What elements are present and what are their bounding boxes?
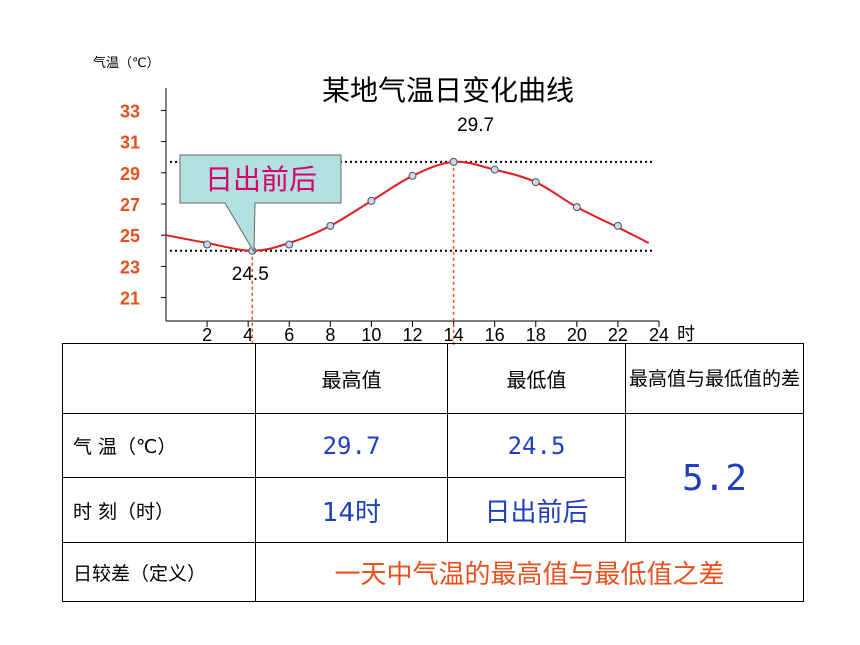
y-tick-label: 25 xyxy=(120,226,140,246)
max-value-label: 29.7 xyxy=(457,115,494,136)
y-tick-label: 31 xyxy=(120,133,140,153)
table-row-time: 时 刻（时） 14时 日出前后 xyxy=(62,477,804,543)
y-tick-label: 33 xyxy=(120,101,140,121)
data-point xyxy=(449,157,458,166)
y-tick-label: 27 xyxy=(120,195,140,215)
row-label-definition: 日较差（定义） xyxy=(62,542,256,602)
callout-label: 日出前后 xyxy=(205,163,317,196)
data-point xyxy=(490,165,499,174)
data-point xyxy=(367,196,376,205)
x-axis-label: 时 xyxy=(677,324,695,344)
data-point xyxy=(326,221,335,230)
data-point xyxy=(285,240,294,249)
definition-text: 一天中气温的最高值与最低值之差 xyxy=(255,542,804,602)
x-tick-label: 24 xyxy=(649,325,669,345)
header-max: 最高值 xyxy=(255,343,448,414)
data-point xyxy=(531,178,540,187)
temperature-min-value: 24.5 xyxy=(447,413,626,478)
data-point xyxy=(408,171,417,180)
chart-title: 某地气温日变化曲线 xyxy=(322,74,574,107)
x-tick-label: 10 xyxy=(361,325,381,345)
sunrise-callout: 日出前后 xyxy=(179,154,342,254)
x-tick-label: 14 xyxy=(444,325,464,345)
x-tick-label: 22 xyxy=(608,325,628,345)
summary-table: 最高值 最低值 最高值与最低值的差 气 温（℃） 29.7 24.5 5.2 时… xyxy=(62,343,804,602)
y-axis-label: 气温（℃） xyxy=(93,55,160,71)
chart-labels: 气温（℃） 时 某地气温日变化曲线 29.7 24.5 xyxy=(93,55,695,344)
y-tick-label: 29 xyxy=(120,164,140,184)
time-min-value: 日出前后 xyxy=(447,477,626,543)
temperature-series xyxy=(165,157,650,255)
callout-box xyxy=(179,154,342,254)
x-tick-label: 4 xyxy=(243,325,253,345)
x-tick-label: 16 xyxy=(485,325,505,345)
y-tick-label: 23 xyxy=(120,257,140,277)
x-tick-label: 6 xyxy=(284,325,294,345)
x-tick-label: 8 xyxy=(325,325,335,345)
y-tick-label: 21 xyxy=(120,289,140,309)
header-diff: 最高值与最低值的差 xyxy=(625,343,804,414)
table-header-row: 最高值 最低值 最高值与最低值的差 xyxy=(62,343,804,414)
time-max-value: 14时 xyxy=(255,477,448,543)
data-point xyxy=(572,203,581,212)
x-tick-label: 20 xyxy=(567,325,587,345)
data-point xyxy=(613,221,622,230)
table-row-temperature: 气 温（℃） 29.7 24.5 5.2 xyxy=(62,413,804,543)
x-tick-label: 18 xyxy=(526,325,546,345)
header-min: 最低值 xyxy=(447,343,626,414)
x-tick-label: 12 xyxy=(402,325,422,345)
data-point xyxy=(203,240,212,249)
min-value-label: 24.5 xyxy=(232,264,269,285)
row-label-time: 时 刻（时） xyxy=(62,477,256,543)
row-label-temperature: 气 温（℃） xyxy=(62,413,256,478)
table-row-definition: 日较差（定义） 一天中气温的最高值与最低值之差 xyxy=(62,542,804,602)
header-empty xyxy=(62,343,256,414)
temperature-diff-value: 5.2 xyxy=(625,413,804,543)
temperature-max-value: 29.7 xyxy=(255,413,448,478)
x-tick-label: 2 xyxy=(202,325,212,345)
